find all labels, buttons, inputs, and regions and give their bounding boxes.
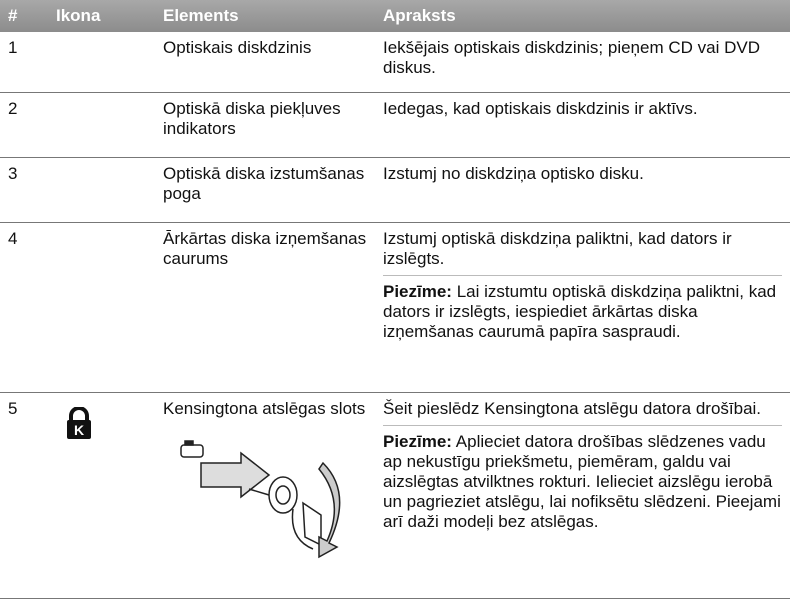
note: Piezīme: Aplieciet datora drošības slēdz… [383,424,782,532]
header-cell: Ikona [48,0,155,32]
table-row: 5 K Kensingtona atslēgas slots Šeit pieslēd… [0,392,790,599]
element-cell: Ārkārtas diska izņemšanas caurums [155,222,375,393]
note: Piezīme: Lai izstumtu optiskā diskdziņa … [383,274,782,342]
note-label: Piezīme: [383,281,452,301]
description-cell: Iekšējais optiskais diskdzinis; pieņem C… [375,32,790,93]
note-text: Aplieciet datora drošības slēdzenes vadu… [383,431,781,531]
element-cell: Optiskais diskdzinis [155,32,375,93]
lock-icon: K [67,405,91,439]
header-cell: Elements [155,0,375,32]
icon-cell [48,157,155,223]
icon-cell [48,222,155,393]
description-cell: Izstumj optiskā diskdziņa paliktni, kad … [375,222,790,393]
row-number: 4 [0,222,48,393]
description: Izstumj optiskā diskdziņa paliktni, kad … [383,228,732,268]
element-cell: Optiskā diska izstumšanas poga [155,157,375,223]
icon-cell [48,32,155,93]
description-cell: Šeit pieslēdz Kensingtona atslēgu datora… [375,392,790,599]
description-cell: Iedegas, kad optiskais diskdzinis ir akt… [375,92,790,158]
description: Izstumj no diskdziņa optisko disku. [383,163,644,183]
svg-text:K: K [74,422,84,438]
row-number: 3 [0,157,48,223]
table-row: 2 Optiskā diska piekļuves indikators Iedeg… [0,92,790,158]
element-name: Ārkārtas diska izņemšanas caurums [163,228,367,268]
lock-illustration [180,439,341,558]
element-name: Optiskā diska piekļuves indikators [163,98,341,138]
note-text: Lai izstumtu optiskā diskdziņa paliktni,… [383,281,777,341]
description: Iekšējais optiskais diskdzinis; pieņem C… [383,38,760,77]
header-row: # Ikona Elements Apraksts [0,0,790,32]
table-row: 4 Ārkārtas diska izņemšanas caurums Izstum… [0,222,790,393]
row-number: 1 [0,32,48,93]
description: Šeit pieslēdz Kensingtona atslēgu datora… [383,398,762,418]
icon-cell [48,92,155,158]
row-number: 2 [0,92,48,158]
element-name: Optiskā diska izstumšanas poga [163,163,365,203]
note-label: Piezīme: [383,431,452,451]
description: Iedegas, kad optiskais diskdzinis ir akt… [383,98,698,118]
element-name: Optiskais diskdzinis [163,38,312,57]
header-cell: Apraksts [375,0,790,32]
element-name: Kensingtona atslēgas slots [163,398,366,418]
icon-cell: K [48,392,155,599]
table-row: 1 Optiskais diskdzinis Iekšējais optiskais… [0,32,790,93]
table-row: 3 Optiskā diska izstumšanas poga Izstumj n… [0,157,790,223]
element-cell: Optiskā diska piekļuves indikators [155,92,375,158]
header-cell: # [0,0,48,32]
element-cell: Kensingtona atslēgas slots [155,392,375,599]
description-cell: Izstumj no diskdziņa optisko disku. [375,157,790,223]
row-number: 5 [0,392,48,599]
